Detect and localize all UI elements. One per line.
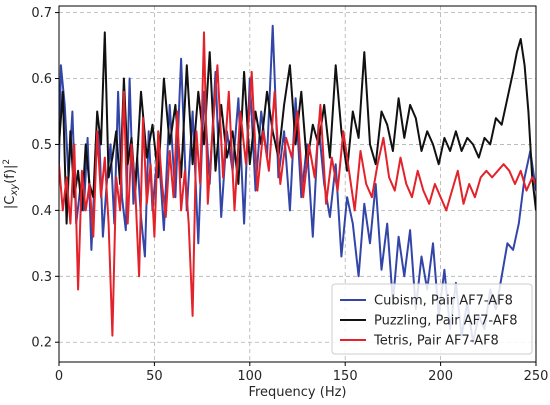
y-label-part: |C [3,196,18,209]
plot-frame [58,5,537,363]
x-tick-label: 100 [237,369,262,384]
y-label-sup: 2 [2,159,12,165]
y-label-part: (f)| [3,165,18,184]
legend-entry: Tetris, Pair AF7-AF8 [373,334,499,349]
y-tick-label: 0.5 [31,138,52,153]
y-label-sub: xy [9,183,20,197]
y-axis-label: |Cxy(f)|2 [2,159,20,209]
x-tick-label: 50 [146,369,163,384]
x-axis-ticks: 0 50 100 150 200 250 [55,362,549,384]
x-tick-label: 0 [55,369,63,384]
series-line-1 [59,31,536,225]
x-tick-label: 250 [524,369,549,384]
y-axis-ticks: 0.2 0.3 0.4 0.5 0.6 0.7 [31,6,59,351]
series-line-2 [59,31,536,337]
y-tick-label: 0.7 [31,6,52,21]
x-tick-label: 200 [428,369,453,384]
legend: Cubism, Pair AF7-AF8 Puzzling, Pair AF7-A… [331,283,533,355]
y-tick-label: 0.4 [31,204,52,219]
x-tick-label: 150 [333,369,358,384]
legend-box [331,283,533,355]
x-axis-label: Frequency (Hz) [248,385,346,400]
legend-entry: Cubism, Pair AF7-AF8 [374,294,513,309]
y-tick-label: 0.2 [31,336,52,351]
y-tick-label: 0.3 [31,270,52,285]
legend-entry: Puzzling, Pair AF7-AF8 [374,314,517,329]
y-tick-label: 0.6 [31,72,52,87]
